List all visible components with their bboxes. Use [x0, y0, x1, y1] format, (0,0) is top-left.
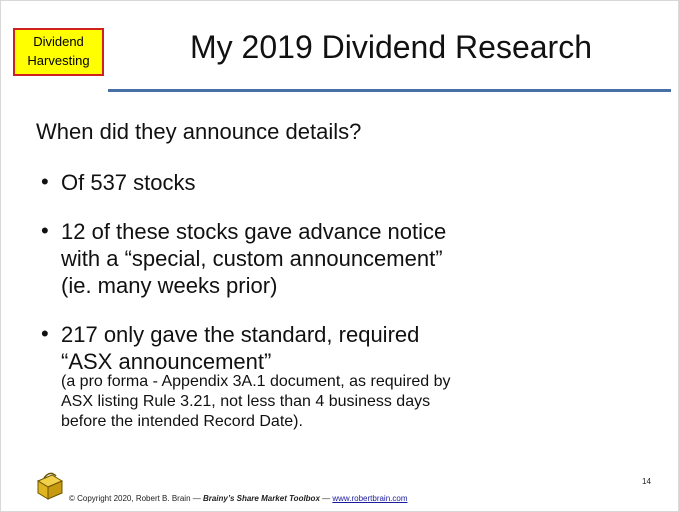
badge: Dividend Harvesting: [13, 28, 104, 76]
page-number: 14: [642, 477, 651, 486]
bullet-text: “ASX announcement”: [61, 349, 272, 374]
brand: Brainy’s Share Market Toolbox: [202, 494, 320, 503]
copyright: © Copyright 2020, Robert B. Brain —: [69, 494, 203, 503]
badge-line: Harvesting: [27, 53, 90, 68]
title-rule: [108, 89, 671, 92]
bullet-note: ASX listing Rule 3.21, not less than 4 b…: [61, 393, 431, 410]
website-link[interactable]: www.robertbrain.com: [332, 494, 408, 503]
bullet-note: (a pro forma - Appendix 3A.1 document, a…: [61, 373, 451, 390]
badge-line: Dividend: [33, 34, 84, 49]
bullet-text: 217 only gave the standard, required: [61, 322, 420, 347]
intro: When did they announce details?: [36, 119, 362, 144]
separator: —: [319, 494, 333, 503]
bullet-dot: •: [41, 169, 49, 194]
bullet-dot: •: [41, 218, 49, 243]
bullet-note: before the intended Record Date).: [61, 413, 303, 430]
bullet-dot: •: [41, 321, 49, 346]
footer: © Copyright 2020, Robert B. Brain — Brai…: [69, 494, 408, 503]
bullet-text: with a “special, custom announcement”: [61, 246, 443, 271]
bullet-text: Of 537 stocks: [61, 170, 196, 195]
bullet-text: 12 of these stocks gave advance notice: [61, 219, 447, 244]
title: My 2019 Dividend Research: [190, 29, 592, 65]
toolbox-icon: [36, 472, 64, 500]
bullet-text: (ie. many weeks prior): [61, 273, 278, 298]
